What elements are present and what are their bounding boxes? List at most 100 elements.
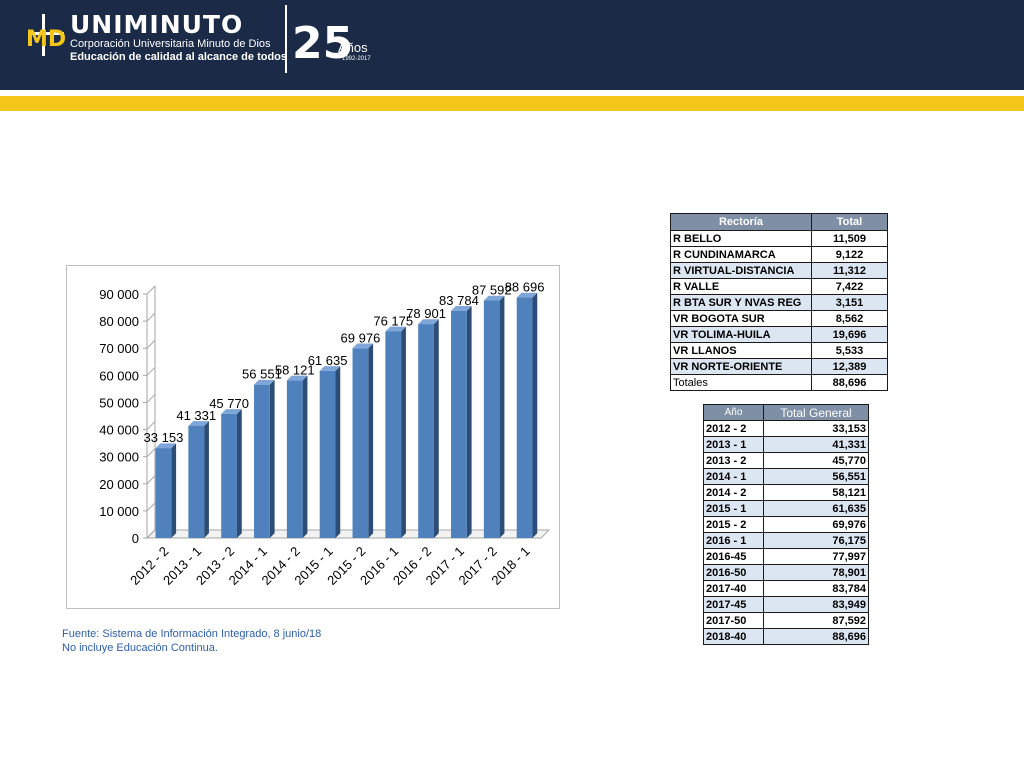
bar <box>352 348 369 538</box>
rectoria-total: 3,151 <box>811 294 888 311</box>
bar-side <box>433 319 439 538</box>
table-row: R CUNDINAMARCA 9,122 <box>670 246 888 263</box>
bar-top <box>221 409 242 414</box>
data-label: 33 153 <box>144 430 184 445</box>
y-tick-label: 10 000 <box>99 504 139 519</box>
y-tick-diagonal <box>146 312 156 322</box>
y-tick-diagonal <box>146 339 156 349</box>
data-label: 45 770 <box>209 396 249 411</box>
y-tick-diagonal <box>146 285 156 295</box>
table-row: 2018-40 88,696 <box>703 628 869 645</box>
year-total: 83,784 <box>763 580 869 597</box>
data-label: 87 592 <box>472 283 512 298</box>
rectoria-name: VR NORTE-ORIENTE <box>670 358 812 375</box>
totals-value: 88,696 <box>811 374 888 391</box>
anniversary-label: Años <box>338 40 368 55</box>
data-label: 76 175 <box>373 313 413 328</box>
year-total: 45,770 <box>763 452 869 469</box>
bar-side <box>236 409 242 538</box>
year-label: 2017-40 <box>703 580 764 597</box>
logo-md-text: MD <box>26 27 66 52</box>
bar-top <box>451 306 472 311</box>
y-tick-label: 40 000 <box>99 423 139 438</box>
year-label: 2016 - 1 <box>703 532 764 549</box>
brand-name: UNIMINUTO <box>70 10 244 39</box>
bar-side <box>466 306 472 538</box>
rectoria-name: VR TOLIMA-HUILA <box>670 326 812 343</box>
bar <box>516 297 533 538</box>
bar-side <box>302 375 308 538</box>
data-label: 83 784 <box>439 293 479 308</box>
year-total: 58,121 <box>763 484 869 501</box>
bar-side <box>171 443 177 538</box>
header-bar: MD UNIMINUTO Corporación Universitaria M… <box>0 0 1024 90</box>
year-total: 87,592 <box>763 612 869 629</box>
year-label: 2015 - 2 <box>703 516 764 533</box>
bar-top <box>418 319 439 325</box>
data-label: 41 331 <box>176 408 216 423</box>
bar-side <box>368 343 374 538</box>
bar <box>385 331 402 538</box>
total-general-header: Total General <box>763 404 869 421</box>
bar-top <box>319 366 341 371</box>
y-tick-diagonal <box>146 475 156 485</box>
data-label: 69 976 <box>341 330 381 345</box>
year-total: 61,635 <box>763 500 869 517</box>
rectoria-name: R CUNDINAMARCA <box>670 246 812 263</box>
year-header-row: Año Total General <box>703 404 869 421</box>
table-row: 2013 - 2 45,770 <box>703 452 869 469</box>
y-tick-diagonal <box>146 502 156 512</box>
rectoria-header: Rectoría <box>670 213 812 231</box>
year-label: 2016-45 <box>703 548 764 565</box>
data-label: 78 901 <box>406 306 446 321</box>
gold-stripe <box>0 96 1024 111</box>
bar-top <box>385 326 406 332</box>
year-total: 69,976 <box>763 516 869 533</box>
table-row: R VALLE 7,422 <box>670 278 888 295</box>
source-line-2: No incluye Educación Continua. <box>62 642 218 654</box>
table-row: 2014 - 2 58,121 <box>703 484 869 501</box>
year-label: 2013 - 2 <box>703 452 764 469</box>
table-row: 2013 - 1 41,331 <box>703 436 869 453</box>
bar-top <box>516 292 538 298</box>
totals-row: Totales 88,696 <box>670 374 888 391</box>
brand-subtitle: Corporación Universitaria Minuto de Dios <box>70 38 271 50</box>
rectoria-total: 5,533 <box>811 342 888 359</box>
bar <box>286 380 303 538</box>
bar-side <box>499 295 505 538</box>
rectoria-name: R BELLO <box>670 230 812 247</box>
table-row: VR BOGOTA SUR 8,562 <box>670 310 888 327</box>
totals-label: Totales <box>670 374 812 391</box>
rectoria-total: 11,312 <box>811 262 888 279</box>
data-label: 61 635 <box>308 353 348 368</box>
table-row: 2015 - 2 69,976 <box>703 516 869 533</box>
year-total: 78,901 <box>763 564 869 581</box>
table-row: 2012 - 2 33,153 <box>703 420 869 437</box>
bar-side <box>401 326 406 538</box>
rectoria-name: VR LLANOS <box>670 342 812 359</box>
y-tick-label: 90 000 <box>99 287 139 302</box>
table-row: VR NORTE-ORIENTE 12,389 <box>670 358 888 375</box>
year-label: 2014 - 2 <box>703 484 764 501</box>
table-row: 2016 - 1 76,175 <box>703 532 869 549</box>
rectoria-total: 19,696 <box>811 326 888 343</box>
table-row: 2017-40 83,784 <box>703 580 869 597</box>
rectoria-name: R BTA SUR Y NVAS REG <box>670 294 812 311</box>
y-tick-diagonal <box>146 529 156 539</box>
table-row: 2016-45 77,997 <box>703 548 869 565</box>
uniminuto-logo-icon: MD <box>26 14 66 56</box>
y-tick-label: 60 000 <box>99 368 139 383</box>
bar-side <box>335 366 341 538</box>
bar <box>483 300 500 538</box>
bar <box>155 448 172 538</box>
rectoria-name: R VALLE <box>670 278 812 295</box>
bar-top <box>352 343 374 349</box>
data-label: 58 121 <box>275 362 315 377</box>
bar-side <box>532 292 538 538</box>
year-label: 2015 - 1 <box>703 500 764 517</box>
rectoria-table: Rectoría Total R BELLO 11,509 R CUNDINAMA… <box>670 213 888 391</box>
y-tick-diagonal <box>146 421 156 430</box>
bar-side <box>204 421 209 538</box>
data-label: 88 696 <box>505 280 545 295</box>
table-row: 2014 - 1 56,551 <box>703 468 869 485</box>
